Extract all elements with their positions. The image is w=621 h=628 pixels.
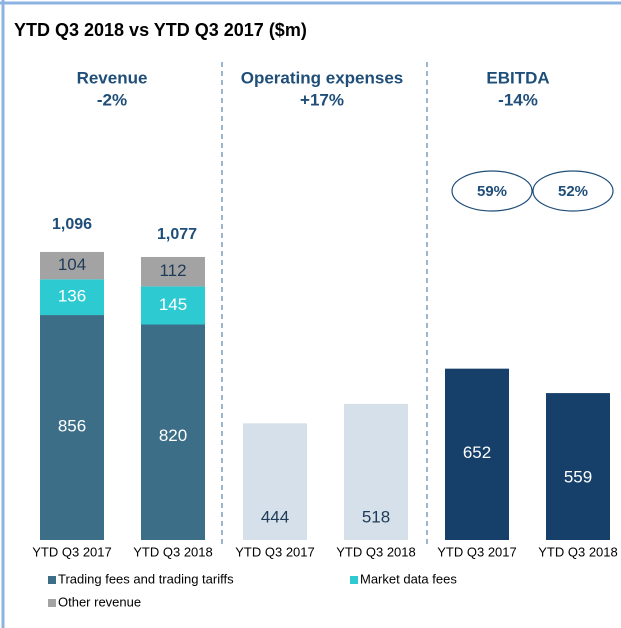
- x-tick-label: YTD Q3 2018: [133, 544, 213, 559]
- bar: [141, 256, 205, 287]
- group-change: -2%: [97, 90, 127, 109]
- margin-ellipse: [532, 170, 614, 212]
- bar: [141, 324, 205, 540]
- bar: [344, 403, 408, 540]
- legend-swatch: [48, 599, 56, 607]
- legend-swatch: [350, 576, 358, 584]
- x-tick-label: YTD Q3 2017: [235, 544, 315, 559]
- data-label: 112: [159, 261, 186, 280]
- margin-label: 59%: [477, 183, 507, 200]
- legend-label: Market data fees: [360, 571, 457, 586]
- data-label: 652: [463, 443, 491, 462]
- data-label: 856: [58, 417, 86, 436]
- bar: [445, 368, 509, 540]
- group-change: +17%: [300, 90, 344, 109]
- legend-label: Other revenue: [58, 594, 141, 609]
- x-tick-label: YTD Q3 2018: [336, 544, 416, 559]
- x-tick-label: YTD Q3 2018: [538, 544, 618, 559]
- x-tick-label: YTD Q3 2017: [32, 544, 112, 559]
- chart-title: YTD Q3 2018 vs YTD Q3 2017 ($m): [14, 20, 307, 40]
- bar: [40, 251, 104, 280]
- bar: [40, 315, 104, 540]
- x-tick-label: YTD Q3 2017: [437, 544, 517, 559]
- total-label: 1,077: [157, 226, 197, 243]
- group-title: EBITDA: [486, 68, 549, 87]
- data-label: 518: [362, 507, 390, 526]
- margin-ellipse: [451, 170, 533, 212]
- bar: [141, 286, 205, 325]
- bar: [243, 423, 307, 540]
- data-label: 559: [564, 468, 592, 487]
- bar: [546, 393, 610, 540]
- data-label: 444: [261, 507, 289, 526]
- group-change: -14%: [498, 90, 538, 109]
- bar: [40, 279, 104, 316]
- margin-label: 52%: [558, 183, 588, 200]
- group-title: Operating expenses: [241, 68, 404, 87]
- total-label: 1,096: [52, 216, 92, 233]
- data-label: 145: [159, 295, 187, 314]
- group-title: Revenue: [77, 68, 148, 87]
- data-label: 820: [159, 426, 187, 445]
- data-label: 104: [58, 255, 86, 274]
- legend-swatch: [48, 576, 56, 584]
- legend-label: Trading fees and trading tariffs: [58, 571, 234, 586]
- data-label: 136: [58, 287, 86, 306]
